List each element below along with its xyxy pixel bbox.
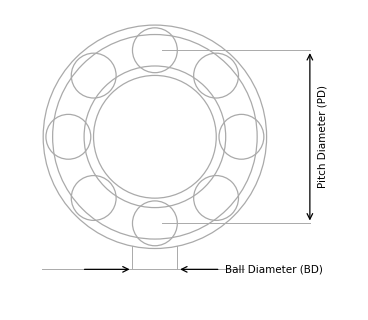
Text: Pitch Diameter (PD): Pitch Diameter (PD) [318,85,328,188]
Text: Ball Diameter (BD): Ball Diameter (BD) [224,264,322,274]
